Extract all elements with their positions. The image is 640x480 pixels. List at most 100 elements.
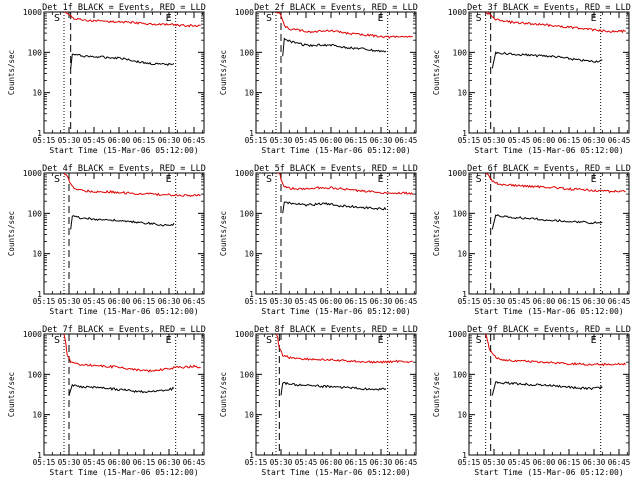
x-axis-label: Start Time (15-Mar-06 05:12:00) <box>261 468 410 477</box>
marker-label-S: S <box>476 174 482 185</box>
panel-title: Det 6f BLACK = Events, RED = LLD <box>467 164 631 174</box>
x-tick-label: 06:30 <box>158 297 181 306</box>
x-tick-label: 06:15 <box>345 458 368 467</box>
y-axis-label: Counts/sec <box>432 211 441 256</box>
marker-label-S: S <box>54 335 60 346</box>
x-tick-label: 06:30 <box>583 297 606 306</box>
panel-det-5: Det 5f BLACK = Events, RED = LLD 1 10 100 10… <box>219 164 418 316</box>
y-tick-label: 1 <box>37 290 42 299</box>
y-tick-label: 1000 <box>235 8 254 17</box>
panel-det-4: Det 4f BLACK = Events, RED = LLD 1 10 100 10… <box>7 164 206 316</box>
x-tick-label: 06:15 <box>133 297 156 306</box>
plot-frame <box>255 172 417 295</box>
panel-title: Det 9f BLACK = Events, RED = LLD <box>467 325 631 335</box>
x-tick-label: 06:15 <box>558 297 581 306</box>
series-line-events <box>491 214 603 230</box>
series-line-lld <box>64 12 201 28</box>
panel-title: Det 7f BLACK = Events, RED = LLD <box>42 325 206 335</box>
x-tick-label: 05:30 <box>270 297 293 306</box>
x-tick-label: 05:45 <box>508 297 531 306</box>
x-tick-label: 06:00 <box>108 458 131 467</box>
x-tick-label: 06:15 <box>558 136 581 145</box>
y-tick-label: 10 <box>457 250 467 259</box>
series-line-lld <box>275 334 413 364</box>
y-tick-label: 1000 <box>23 330 42 339</box>
y-tick-label: 1 <box>462 290 467 299</box>
series-line-lld <box>485 334 627 367</box>
x-tick-label: 05:15 <box>33 136 56 145</box>
y-axis-label: Counts/sec <box>432 372 441 417</box>
y-tick-label: 1 <box>462 129 467 138</box>
marker-label-E: E <box>378 174 384 185</box>
panel-title: Det 1f BLACK = Events, RED = LLD <box>42 3 206 13</box>
series-line-lld <box>275 12 413 39</box>
series-line-events <box>70 215 175 230</box>
panel-det-2: Det 2f BLACK = Events, RED = LLD 1 10 100 10… <box>219 3 418 155</box>
series-line-lld <box>63 173 201 198</box>
x-tick-label: 05:45 <box>83 297 106 306</box>
panel-det-3: Det 3f BLACK = Events, RED = LLD 1 10 100 10… <box>432 3 631 155</box>
marker-label-E: E <box>591 335 597 346</box>
marker-label-S: S <box>476 335 482 346</box>
y-tick-label: 1000 <box>23 169 42 178</box>
y-tick-label: 100 <box>453 209 468 218</box>
marker-label-E: E <box>591 174 597 185</box>
y-tick-label: 1000 <box>448 330 467 339</box>
panel-title: Det 5f BLACK = Events, RED = LLD <box>254 164 418 174</box>
x-tick-label: 06:45 <box>608 136 631 145</box>
series-line-events <box>491 51 603 69</box>
x-tick-label: 06:00 <box>320 458 343 467</box>
y-tick-label: 1000 <box>235 330 254 339</box>
y-axis-label: Counts/sec <box>219 50 228 95</box>
y-tick-label: 1000 <box>235 169 254 178</box>
x-tick-label: 06:30 <box>583 458 606 467</box>
panel-det-9: Det 9f BLACK = Events, RED = LLD 1 10 100 10… <box>432 325 631 477</box>
x-tick-label: 06:30 <box>370 458 393 467</box>
x-tick-label: 05:30 <box>58 458 81 467</box>
series-line-events <box>68 383 175 396</box>
x-tick-label: 05:15 <box>458 297 481 306</box>
y-tick-label: 10 <box>457 89 467 98</box>
plot-frame <box>43 333 205 456</box>
plot-frame <box>468 333 630 456</box>
y-tick-label: 1 <box>462 451 467 460</box>
marker-label-S: S <box>266 335 272 346</box>
y-tick-label: 1 <box>249 451 254 460</box>
x-tick-label: 06:45 <box>183 297 206 306</box>
plot-frame <box>43 172 205 295</box>
y-axis-label: Counts/sec <box>219 211 228 256</box>
x-axis-label: Start Time (15-Mar-06 05:12:00) <box>474 307 623 316</box>
y-tick-label: 1000 <box>23 8 42 17</box>
series-line-lld <box>63 334 201 373</box>
marker-label-E: E <box>378 335 384 346</box>
y-tick-label: 1 <box>37 129 42 138</box>
series-line-events <box>491 381 603 396</box>
marker-label-S: S <box>54 13 60 24</box>
y-tick-label: 1000 <box>448 169 467 178</box>
x-tick-label: 05:15 <box>245 136 268 145</box>
marker-label-E: E <box>166 335 172 346</box>
x-axis-label: Start Time (15-Mar-06 05:12:00) <box>474 146 623 155</box>
x-tick-label: 05:30 <box>58 297 81 306</box>
y-tick-label: 10 <box>32 411 42 420</box>
series-line-events <box>282 37 387 57</box>
plot-frame <box>255 333 417 456</box>
y-tick-label: 10 <box>244 411 254 420</box>
x-axis-label: Start Time (15-Mar-06 05:12:00) <box>49 307 198 316</box>
x-tick-label: 05:30 <box>270 458 293 467</box>
x-tick-label: 05:30 <box>270 136 293 145</box>
y-axis-label: Counts/sec <box>432 50 441 95</box>
x-tick-label: 06:30 <box>370 297 393 306</box>
x-axis-label: Start Time (15-Mar-06 05:12:00) <box>261 307 410 316</box>
x-tick-label: 05:45 <box>83 458 106 467</box>
x-axis-label: Start Time (15-Mar-06 05:12:00) <box>49 468 198 477</box>
x-tick-label: 05:15 <box>33 458 56 467</box>
x-tick-label: 06:45 <box>608 458 631 467</box>
y-axis-label: Counts/sec <box>7 50 16 95</box>
y-axis-label: Counts/sec <box>7 372 16 417</box>
x-tick-label: 05:45 <box>508 136 531 145</box>
x-tick-label: 05:30 <box>483 458 506 467</box>
x-tick-label: 06:30 <box>370 136 393 145</box>
y-tick-label: 10 <box>32 250 42 259</box>
